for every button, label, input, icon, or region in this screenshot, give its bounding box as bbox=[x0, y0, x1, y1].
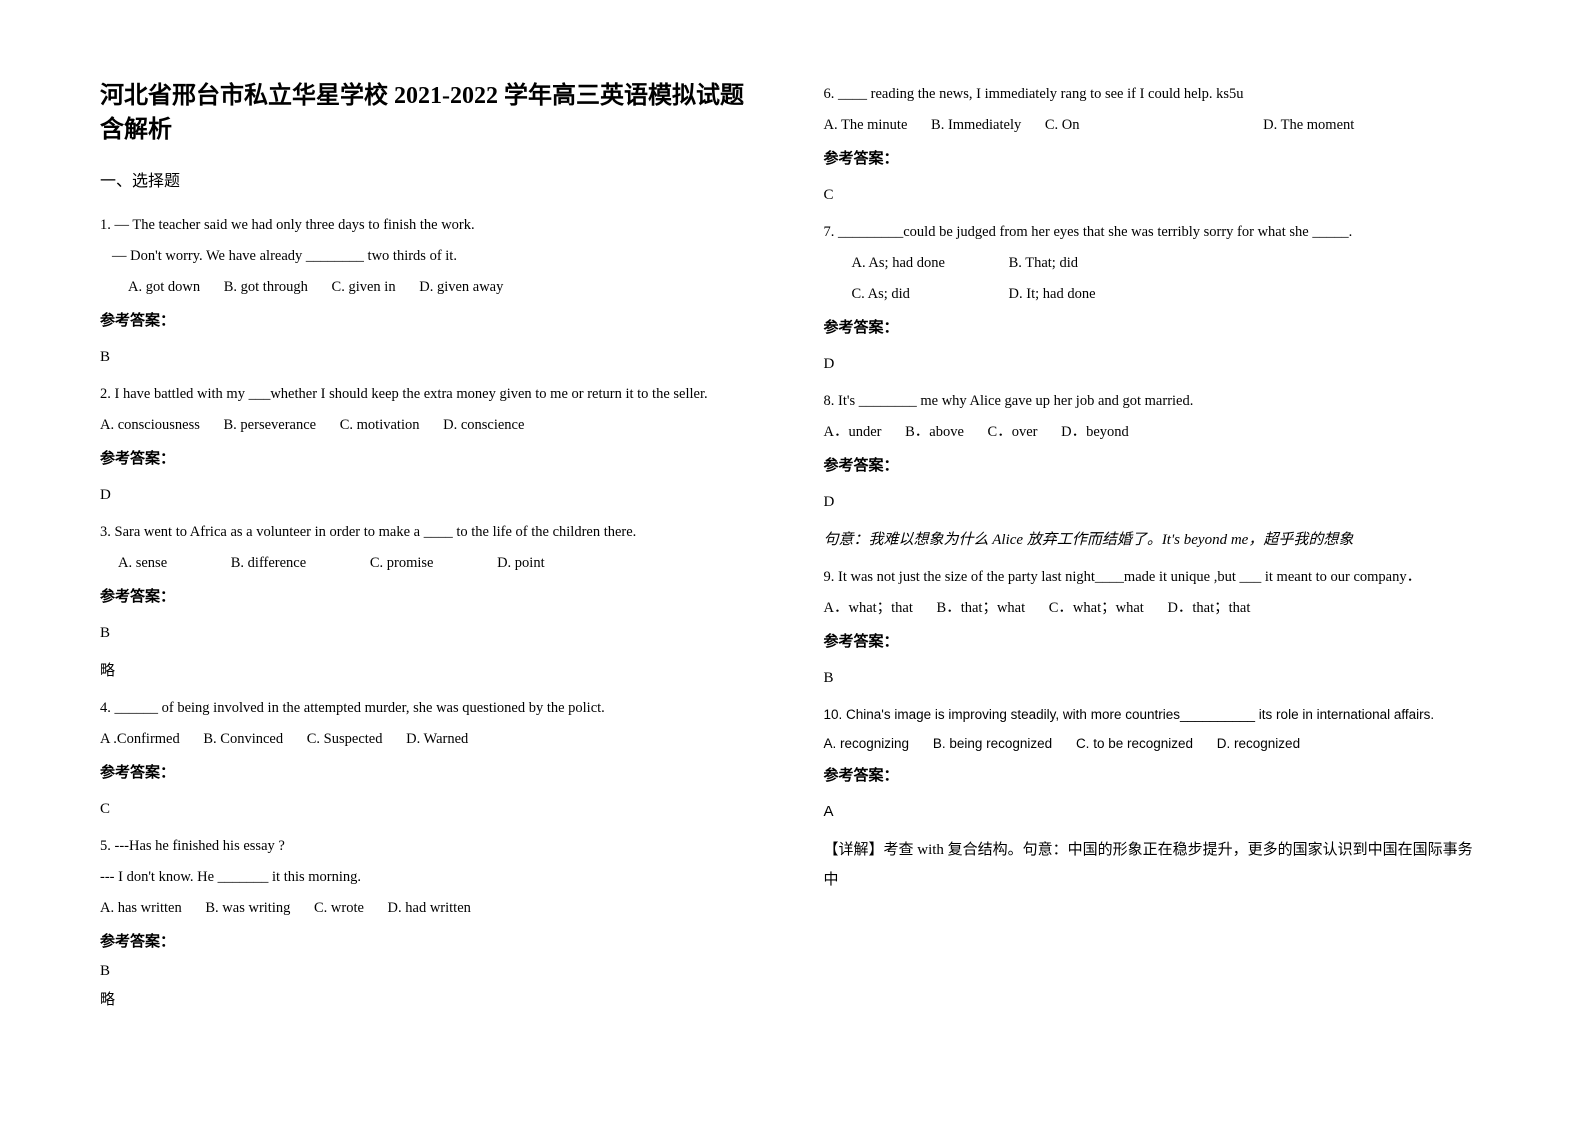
q7-text: 7. _________could be judged from her eye… bbox=[824, 218, 1488, 247]
q4-answer-label: 参考答案： bbox=[100, 758, 764, 788]
q1-opt-d: D. given away bbox=[419, 273, 503, 302]
q2-opt-a: A. consciousness bbox=[100, 411, 200, 440]
q5-line2: --- I don't know. He _______ it this mor… bbox=[100, 863, 764, 892]
q10-text: 10. China's image is improving steadily,… bbox=[824, 701, 1488, 728]
q7-answer: D bbox=[824, 349, 1488, 379]
q5-answer: B bbox=[100, 963, 764, 980]
q3-opt-d: D. point bbox=[497, 549, 545, 578]
q10-opt-b: B. being recognized bbox=[933, 730, 1052, 757]
q8-answer-label: 参考答案： bbox=[824, 451, 1488, 481]
q1-answer-label: 参考答案： bbox=[100, 306, 764, 336]
q6-opt-b: B. Immediately bbox=[931, 111, 1021, 140]
q7-answer-label: 参考答案： bbox=[824, 313, 1488, 343]
question-8: 8. It's ________ me why Alice gave up he… bbox=[824, 387, 1488, 555]
q8-text: 8. It's ________ me why Alice gave up he… bbox=[824, 387, 1488, 416]
section-heading: 一、选择题 bbox=[100, 167, 764, 191]
q1-answer: B bbox=[100, 342, 764, 372]
question-1: 1. — The teacher said we had only three … bbox=[100, 211, 764, 372]
q9-text: 9. It was not just the size of the party… bbox=[824, 563, 1488, 592]
q8-opt-d: D．beyond bbox=[1061, 418, 1129, 447]
q8-opt-c: C．over bbox=[988, 418, 1038, 447]
question-3: 3. Sara went to Africa as a volunteer in… bbox=[100, 518, 764, 686]
q2-answer-label: 参考答案： bbox=[100, 444, 764, 474]
q2-opt-b: B. perseverance bbox=[224, 411, 317, 440]
q5-note: 略 bbox=[100, 988, 764, 1009]
q1-opt-c: C. given in bbox=[332, 273, 396, 302]
q6-answer: C bbox=[824, 180, 1488, 210]
q4-text: 4. ______ of being involved in the attem… bbox=[100, 694, 764, 723]
q4-answer: C bbox=[100, 794, 764, 824]
q10-opt-a: A. recognizing bbox=[824, 730, 910, 757]
q9-answer-label: 参考答案： bbox=[824, 627, 1488, 657]
question-7: 7. _________could be judged from her eye… bbox=[824, 218, 1488, 379]
q4-opt-d: D. Warned bbox=[406, 725, 468, 754]
q10-answer-label: 参考答案： bbox=[824, 761, 1488, 791]
q9-opt-b: B．that；what bbox=[937, 594, 1026, 623]
q8-opt-b: B．above bbox=[905, 418, 964, 447]
q6-text: 6. ____ reading the news, I immediately … bbox=[824, 80, 1488, 109]
q8-opt-a: A．under bbox=[824, 418, 882, 447]
q3-text: 3. Sara went to Africa as a volunteer in… bbox=[100, 518, 764, 547]
q3-opt-c: C. promise bbox=[370, 549, 434, 578]
question-10: 10. China's image is improving steadily,… bbox=[824, 701, 1488, 895]
q9-opt-a: A．what；that bbox=[824, 594, 913, 623]
q5-answer-label: 参考答案： bbox=[100, 927, 764, 957]
q8-answer: D bbox=[824, 487, 1488, 517]
q5-line1: 5. ---Has he finished his essay ? bbox=[100, 832, 764, 861]
question-2: 2. I have battled with my ___whether I s… bbox=[100, 380, 764, 510]
q4-opt-b: B. Convinced bbox=[203, 725, 283, 754]
q6-opt-c: C. On bbox=[1045, 111, 1080, 140]
q3-opt-b: B. difference bbox=[231, 549, 306, 578]
q9-opt-c: C．what；what bbox=[1049, 594, 1144, 623]
q5-opt-b: B. was writing bbox=[205, 894, 290, 923]
question-5: 5. ---Has he finished his essay ? --- I … bbox=[100, 832, 764, 957]
q4-opt-c: C. Suspected bbox=[307, 725, 383, 754]
q1-line1: 1. — The teacher said we had only three … bbox=[100, 211, 764, 240]
q1-opt-b: B. got through bbox=[224, 273, 308, 302]
q3-opt-a: A. sense bbox=[118, 549, 167, 578]
q2-answer: D bbox=[100, 480, 764, 510]
q10-opt-d: D. recognized bbox=[1217, 730, 1300, 757]
question-6: 6. ____ reading the news, I immediately … bbox=[824, 80, 1488, 210]
q9-answer: B bbox=[824, 663, 1488, 693]
q7-opt-c: C. As; did bbox=[852, 280, 910, 309]
q7-opt-a: A. As; had done bbox=[852, 249, 945, 278]
q2-text: 2. I have battled with my ___whether I s… bbox=[100, 380, 764, 409]
q10-answer: A bbox=[824, 797, 1488, 827]
q3-answer: B bbox=[100, 618, 764, 648]
question-4: 4. ______ of being involved in the attem… bbox=[100, 694, 764, 824]
q1-line2: — Don't worry. We have already ________ … bbox=[100, 242, 764, 271]
q7-opt-b: B. That; did bbox=[1009, 249, 1078, 278]
q5-opt-a: A. has written bbox=[100, 894, 182, 923]
q5-opt-c: C. wrote bbox=[314, 894, 364, 923]
document-title: 河北省邢台市私立华星学校 2021-2022 学年高三英语模拟试题 含解析 bbox=[100, 80, 764, 147]
q2-opt-c: C. motivation bbox=[340, 411, 420, 440]
q3-note: 略 bbox=[100, 656, 764, 686]
q6-opt-a: A. The minute bbox=[824, 111, 908, 140]
q1-opt-a: A. got down bbox=[128, 273, 200, 302]
q6-opt-d: D. The moment bbox=[1263, 111, 1354, 140]
q5-opt-d: D. had written bbox=[388, 894, 471, 923]
q10-opt-c: C. to be recognized bbox=[1076, 730, 1193, 757]
q10-note: 【详解】考查 with 复合结构。句意：中国的形象正在稳步提升，更多的国家认识到… bbox=[824, 835, 1488, 895]
question-9: 9. It was not just the size of the party… bbox=[824, 563, 1488, 693]
q8-note: 句意：我难以想象为什么 Alice 放弃工作而结婚了。It's beyond m… bbox=[824, 525, 1488, 555]
q7-opt-d: D. It; had done bbox=[1009, 280, 1096, 309]
q4-opt-a: A .Confirmed bbox=[100, 725, 180, 754]
q2-opt-d: D. conscience bbox=[443, 411, 524, 440]
q3-answer-label: 参考答案： bbox=[100, 582, 764, 612]
q9-opt-d: D．that；that bbox=[1167, 594, 1250, 623]
q6-answer-label: 参考答案： bbox=[824, 144, 1488, 174]
